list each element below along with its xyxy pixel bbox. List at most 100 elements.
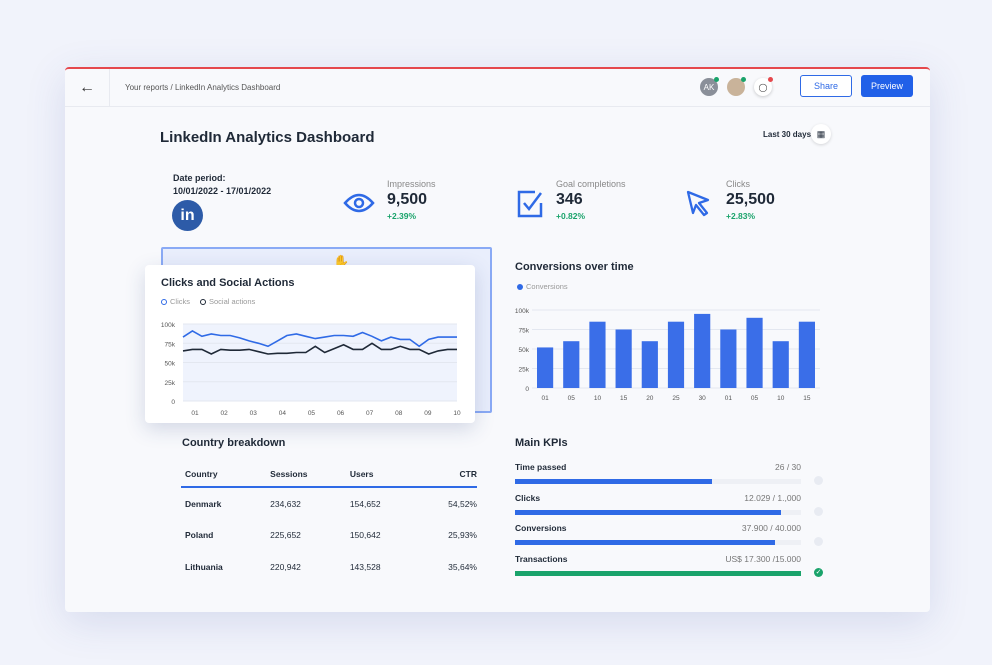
- x-tick-label: 15: [620, 395, 628, 402]
- line-chart: 100k 75k 50k 25k 0 01 02 03 04 05 06 07 08 09 10: [161, 322, 461, 417]
- avatar-photo[interactable]: [727, 77, 746, 96]
- table-cell: Poland: [185, 530, 214, 540]
- x-tick-label: 09: [424, 410, 432, 417]
- table-cell: 35,64%: [448, 562, 477, 572]
- kpi-value: 37.900 / 40.000: [741, 523, 801, 533]
- x-tick-label: 25: [672, 395, 680, 402]
- table-cell: 54,52%: [448, 498, 477, 509]
- table-cell: 150,642: [349, 530, 381, 540]
- kpi-value: 12.029 / 1.,000: [744, 492, 801, 503]
- kpi-progress-item: Conversions 37.900 / 40.000: [515, 523, 823, 554]
- progress-bar: [515, 479, 801, 484]
- main-kpis-title: Main KPIs: [515, 437, 568, 449]
- kpi-label: Clicks: [515, 492, 541, 503]
- status-circle-icon: [814, 506, 823, 516]
- x-tick-label: 10: [777, 395, 785, 402]
- bar[interactable]: [563, 341, 580, 388]
- x-tick-label: 07: [366, 410, 374, 417]
- legend-conversions[interactable]: Conversions: [517, 282, 568, 291]
- table-cell: Denmark: [185, 498, 222, 509]
- bar[interactable]: [641, 341, 658, 388]
- table-cell: 143,528: [349, 562, 381, 572]
- x-tick-label: 02: [220, 410, 228, 417]
- x-tick-label: 15: [803, 395, 811, 402]
- country-title: Country breakdown: [182, 437, 286, 449]
- bar[interactable]: [798, 321, 815, 388]
- bar[interactable]: [694, 313, 711, 388]
- table-row: Denmark 234,632 154,652 54,52%: [181, 487, 477, 519]
- top-bar: ← Your reports / LinkedIn Analytics Dash…: [65, 68, 930, 107]
- table-row: Lithuania 220,942 143,528 35,64%: [181, 551, 477, 583]
- avatar[interactable]: AK: [700, 77, 719, 96]
- x-tick-label: 03: [250, 410, 258, 417]
- breadcrumb[interactable]: Your reports / LinkedIn Analytics Dashbo…: [125, 83, 281, 92]
- x-tick-label: 01: [191, 410, 199, 417]
- x-tick-label: 08: [395, 410, 403, 417]
- date-range-label[interactable]: Last 30 days: [763, 130, 812, 139]
- kpi-label: Transactions: [515, 553, 568, 564]
- x-tick-label: 10: [594, 395, 602, 402]
- x-tick-label: 04: [279, 410, 287, 417]
- table-cell: 234,632: [270, 498, 301, 509]
- y-tick-label: 50k: [519, 347, 530, 354]
- back-arrow-icon[interactable]: ←: [65, 68, 110, 107]
- x-tick-label: 20: [646, 395, 654, 402]
- y-tick-label: 0: [525, 386, 529, 393]
- legend-clicks[interactable]: Clicks: [161, 297, 190, 306]
- legend-social-actions[interactable]: Social actions: [200, 297, 255, 306]
- y-tick-label: 75k: [165, 341, 176, 348]
- x-tick-label: 01: [541, 395, 549, 402]
- bar[interactable]: [667, 321, 685, 388]
- x-tick-label: 05: [308, 410, 316, 417]
- report-window: ← Your reports / LinkedIn Analytics Dash…: [65, 67, 930, 612]
- bar[interactable]: [615, 329, 632, 389]
- kpi-progress-item: Transactions US$ 17.300 /15.000 ✓: [515, 553, 823, 585]
- share-button[interactable]: Share: [800, 75, 852, 97]
- progress-bar: [515, 509, 801, 515]
- y-tick-label: 50k: [165, 361, 176, 368]
- checkbox-icon: [517, 190, 543, 218]
- clicks-social-card[interactable]: Clicks and Social Actions Clicks Social …: [145, 265, 475, 423]
- calendar-icon[interactable]: ▦: [811, 124, 831, 144]
- x-tick-label: 01: [725, 395, 733, 402]
- table-cell: 154,652: [349, 498, 381, 509]
- series-line-social-actions: [182, 342, 457, 355]
- kpi-goal-completions: Goal completions 346 +0.82%: [556, 179, 626, 221]
- progress-bar: [515, 570, 801, 576]
- kpi-clicks: Clicks 25,500 +2.83%: [726, 179, 775, 221]
- bar[interactable]: [537, 347, 554, 388]
- page-title: LinkedIn Analytics Dashboard: [160, 129, 375, 146]
- table-row: Poland 225,652 150,642 25,93%: [181, 519, 477, 551]
- kpi-value: 26 / 30: [775, 462, 801, 472]
- status-circle-icon: [814, 537, 823, 546]
- preview-button[interactable]: Preview: [861, 75, 913, 97]
- eye-icon: [343, 193, 375, 213]
- series-line-clicks: [182, 329, 457, 348]
- y-tick-label: 75k: [519, 328, 530, 335]
- table-cell: 25,93%: [448, 530, 477, 540]
- bar[interactable]: [720, 329, 737, 389]
- bar-chart: 100k 75k 50k 25k 0 01 05 10 15 20 25 30 01 05 10 15: [515, 308, 820, 402]
- table-cell: 220,942: [270, 562, 301, 572]
- chart-title: Clicks and Social Actions: [161, 277, 295, 289]
- bar[interactable]: [746, 317, 763, 388]
- table-cell: Lithuania: [185, 562, 223, 572]
- table-header: Country Sessions Users CTR: [181, 462, 477, 487]
- chat-icon[interactable]: ◯: [754, 77, 773, 96]
- linkedin-logo: in: [172, 200, 203, 231]
- y-tick-label: 0: [171, 399, 175, 406]
- y-tick-label: 100k: [161, 322, 176, 329]
- y-tick-label: 25k: [519, 367, 530, 374]
- bar[interactable]: [772, 341, 789, 388]
- bar[interactable]: [589, 321, 606, 388]
- cursor-icon: [686, 190, 710, 217]
- kpi-progress-item: Time passed 26 / 30: [515, 462, 823, 493]
- chart-title: Conversions over time: [515, 261, 634, 273]
- kpi-value: US$ 17.300 /15.000: [725, 553, 801, 564]
- kpi-impressions: Impressions 9,500 +2.39%: [387, 179, 436, 221]
- kpi-progress-item: Clicks 12.029 / 1.,000: [515, 492, 823, 524]
- x-tick-label: 10: [453, 410, 461, 417]
- status-circle-icon: [814, 476, 823, 485]
- table-cell: 225,652: [270, 530, 301, 540]
- x-tick-label: 05: [568, 395, 576, 402]
